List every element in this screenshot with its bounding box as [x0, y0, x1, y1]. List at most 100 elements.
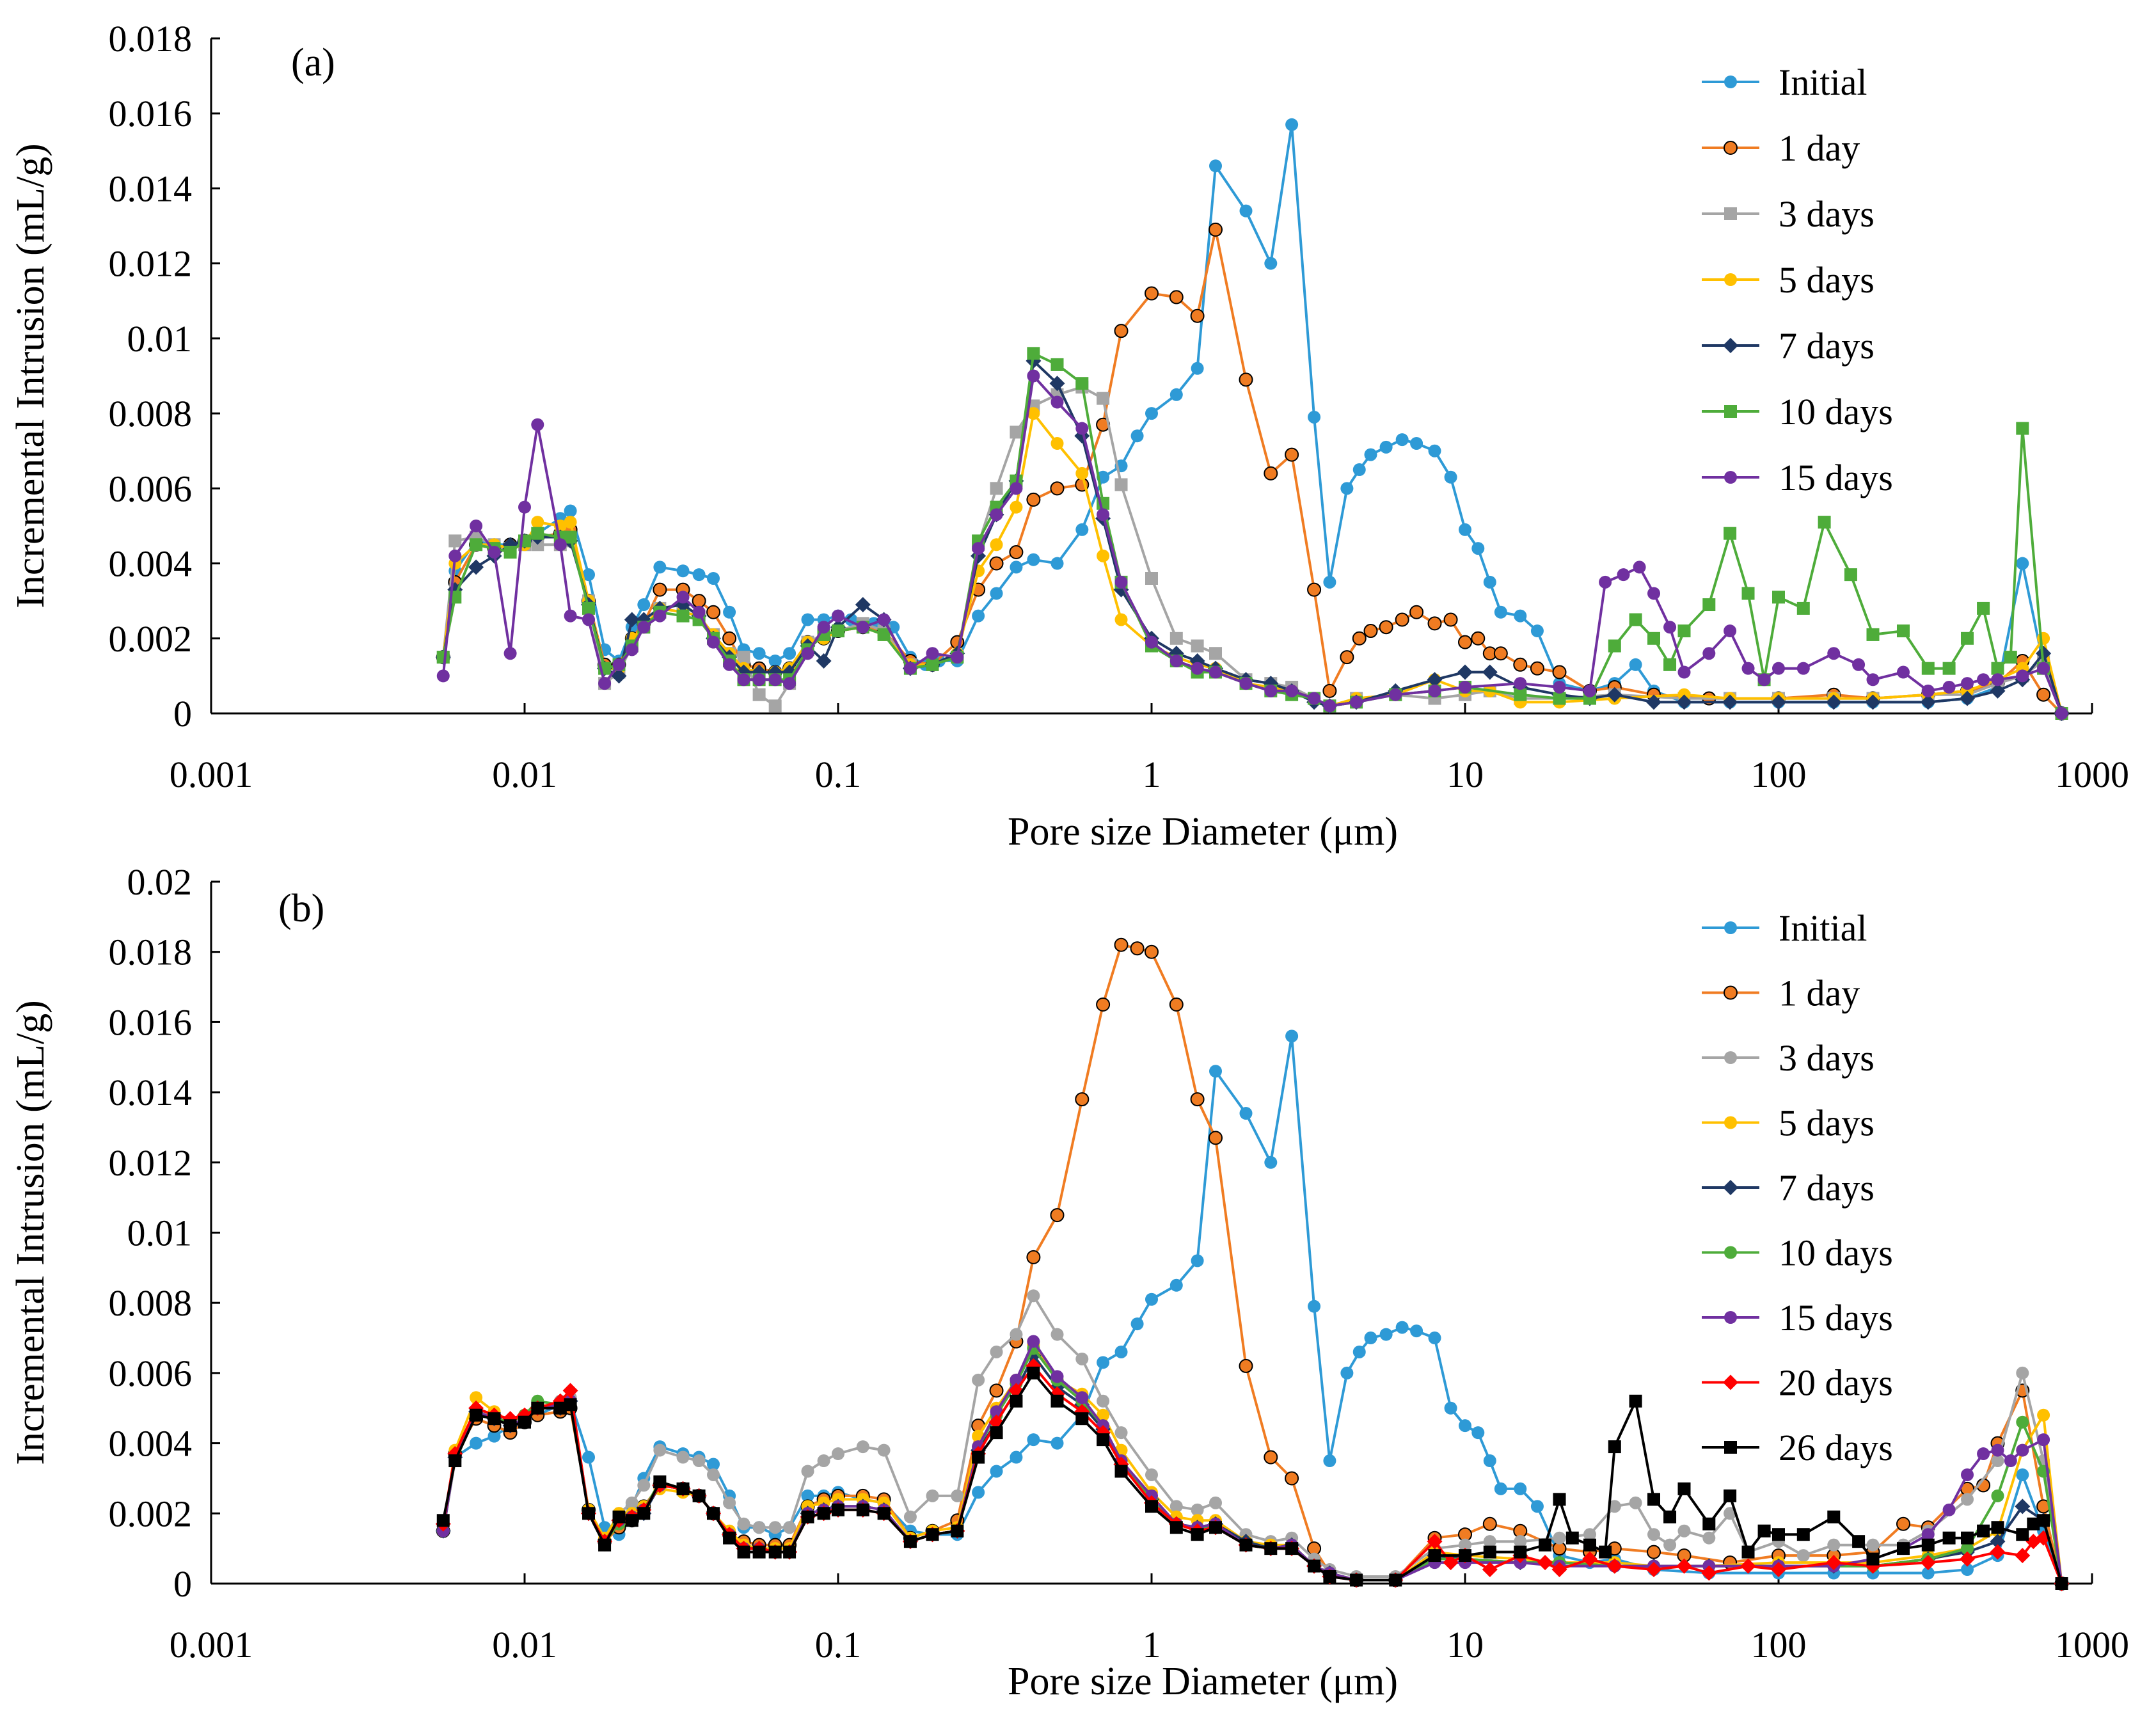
data-point [1169, 1500, 1183, 1513]
data-point [1191, 1254, 1204, 1268]
data-point [855, 597, 871, 613]
legend-item: 1 day [1702, 127, 1860, 169]
data-point [1130, 429, 1144, 443]
data-point [801, 647, 814, 660]
legend-marker [1724, 921, 1737, 934]
data-point [1027, 347, 1040, 360]
data-point [1075, 422, 1089, 435]
data-point [1617, 568, 1630, 582]
data-point [737, 651, 750, 664]
data-point [1097, 1394, 1110, 1408]
data-point [518, 500, 531, 514]
data-point [1130, 1317, 1144, 1331]
data-point [951, 651, 964, 664]
data-point [1049, 376, 1065, 392]
x-tick-label: 10 [1447, 754, 1484, 795]
data-point [1209, 1065, 1223, 1078]
y-tick-label: 0.008 [109, 1282, 193, 1324]
data-point [1285, 1029, 1299, 1043]
legend-item: 7 days [1702, 1167, 1875, 1209]
legend-item: 1 day [1702, 973, 1860, 1014]
data-point [990, 482, 1003, 495]
data-point [2016, 1528, 2029, 1541]
data-point [582, 613, 596, 626]
data-point [1866, 1538, 1880, 1552]
legend-label: 1 day [1779, 973, 1860, 1014]
data-point [926, 647, 939, 660]
data-point [1942, 1531, 1956, 1545]
data-point [598, 1538, 612, 1552]
data-point [1459, 1549, 1471, 1562]
series-26-days [436, 1366, 2068, 1590]
legend-label: 1 day [1779, 127, 1860, 169]
y-tick-label: 0.014 [109, 1072, 193, 1113]
data-point [1961, 632, 1974, 645]
data-point [1896, 1542, 1910, 1555]
data-point [582, 601, 596, 615]
data-point [470, 1436, 483, 1450]
data-point [1961, 1468, 1974, 1481]
data-point [1896, 624, 1910, 638]
x-tick-label: 1000 [2055, 754, 2129, 795]
data-point [1483, 575, 1496, 589]
data-point [1514, 1545, 1527, 1559]
legend-label: 7 days [1779, 325, 1875, 367]
data-point [877, 628, 891, 641]
data-point [1075, 1391, 1089, 1404]
data-point [1050, 481, 1065, 496]
data-point [1050, 358, 1064, 371]
y-tick-label: 0.018 [109, 932, 193, 973]
data-point [1514, 677, 1527, 690]
data-point [1772, 662, 1785, 675]
data-point [1264, 684, 1278, 697]
data-point [1379, 620, 1393, 635]
data-point [1010, 1328, 1023, 1341]
data-point [817, 621, 830, 634]
data-point [503, 647, 517, 660]
data-point [1921, 1528, 1935, 1541]
data-point [2037, 632, 2050, 645]
data-point [1942, 662, 1956, 675]
data-point [1896, 665, 1910, 679]
data-point [1827, 647, 1841, 660]
x-tick-label: 0.001 [170, 754, 253, 795]
data-point [676, 1482, 690, 1495]
data-point [801, 613, 814, 626]
data-point [990, 587, 1003, 600]
data-point [653, 560, 667, 574]
y-tick-label: 0.008 [109, 393, 193, 434]
legend-item: 15 days [1702, 457, 1893, 498]
data-point [1852, 658, 1866, 671]
data-point [1350, 696, 1363, 709]
data-point [1757, 673, 1771, 687]
data-point [611, 668, 627, 684]
data-point [1264, 1450, 1278, 1465]
legend-marker [1723, 1374, 1738, 1390]
data-point [1771, 1562, 1786, 1578]
data-point [1050, 1436, 1064, 1450]
data-point [1724, 624, 1737, 638]
data-point [2015, 1498, 2031, 1514]
data-point [1530, 624, 1544, 638]
data-point [1009, 544, 1024, 559]
y-tick-label: 0.012 [109, 243, 193, 285]
data-point [1852, 1535, 1866, 1548]
data-point [436, 651, 450, 664]
data-point [1483, 1454, 1496, 1468]
data-point [624, 612, 640, 628]
data-point [1264, 1156, 1278, 1169]
data-point [1239, 677, 1253, 690]
series-15-days [436, 369, 2068, 720]
data-point [1352, 631, 1367, 646]
data-point [1114, 1345, 1128, 1358]
data-point [1322, 683, 1337, 698]
data-point [448, 549, 462, 562]
legend-label: 10 days [1779, 1232, 1893, 1274]
data-point [637, 1507, 651, 1520]
data-point [1285, 1471, 1299, 1486]
data-point [1264, 257, 1278, 270]
y-tick-label: 0.016 [109, 1001, 193, 1043]
data-point [903, 1510, 917, 1523]
data-point [653, 582, 667, 597]
data-point [1379, 440, 1393, 454]
